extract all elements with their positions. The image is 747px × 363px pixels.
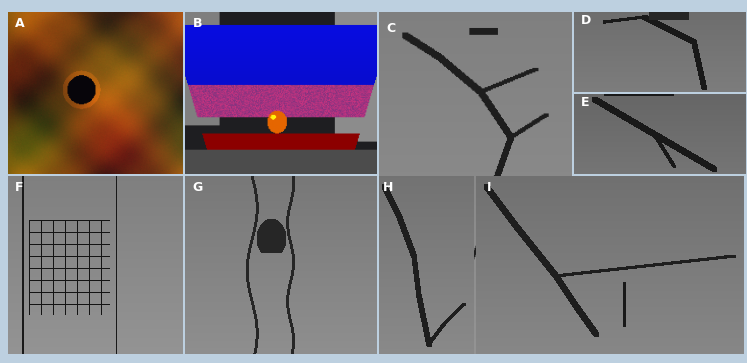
Text: C: C <box>387 22 396 35</box>
Text: H: H <box>382 182 393 194</box>
Text: B: B <box>193 17 202 30</box>
Text: D: D <box>581 15 591 27</box>
Text: E: E <box>581 97 589 109</box>
Text: F: F <box>15 182 23 194</box>
Text: A: A <box>15 17 25 30</box>
Text: I: I <box>487 182 492 194</box>
Text: G: G <box>193 182 203 194</box>
